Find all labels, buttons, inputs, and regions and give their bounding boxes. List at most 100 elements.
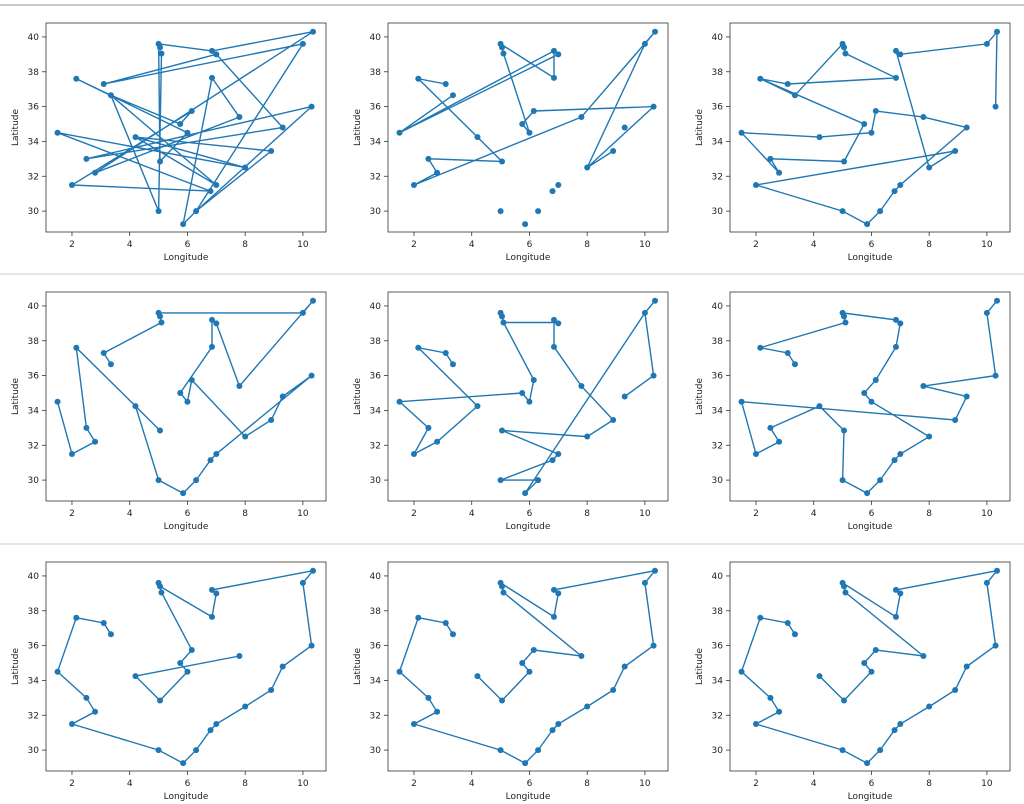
city-marker bbox=[897, 720, 904, 727]
plot-panel-6: 2 4 6 8 10 30 32 34 36 38 40 Longitude Latitude bbox=[695, 291, 1011, 532]
y-axis-label: Latitude bbox=[695, 109, 705, 147]
y-tick-label: 34 bbox=[712, 406, 724, 416]
axes-frame bbox=[387, 291, 669, 502]
city-marker bbox=[415, 75, 422, 82]
y-tick-label: 36 bbox=[28, 103, 40, 113]
city-marker bbox=[841, 44, 848, 51]
x-axis-label: Longitude bbox=[506, 253, 551, 263]
city-marker bbox=[983, 579, 990, 586]
city-marker bbox=[926, 164, 933, 171]
x-tick-label: 6 bbox=[185, 779, 191, 789]
x-axis-label: Longitude bbox=[506, 792, 551, 802]
city-marker bbox=[652, 297, 659, 304]
city-marker bbox=[892, 586, 899, 593]
x-tick-label: 6 bbox=[527, 240, 533, 250]
y-tick-label: 30 bbox=[712, 207, 724, 217]
city-marker bbox=[842, 50, 849, 57]
x-tick-label: 2 bbox=[411, 779, 417, 789]
plot-panel-5: 2 4 6 8 10 30 32 34 36 38 40 Longitude Latitude bbox=[353, 291, 669, 532]
city-marker bbox=[578, 653, 585, 660]
city-marker bbox=[396, 129, 403, 136]
y-tick-label: 38 bbox=[28, 68, 40, 78]
city-marker bbox=[132, 673, 139, 680]
x-tick-label: 10 bbox=[981, 779, 993, 789]
x-tick-label: 4 bbox=[811, 779, 817, 789]
city-marker bbox=[839, 477, 846, 484]
x-tick-label: 8 bbox=[926, 240, 932, 250]
city-marker bbox=[621, 124, 628, 131]
axes-frame bbox=[729, 22, 1011, 233]
x-axis-label: Longitude bbox=[848, 792, 893, 802]
route-line bbox=[740, 569, 999, 765]
city-marker bbox=[177, 390, 184, 397]
city-marker bbox=[992, 372, 999, 379]
city-marker bbox=[784, 349, 791, 356]
city-marker bbox=[555, 450, 562, 457]
city-marker bbox=[584, 164, 591, 171]
city-marker bbox=[892, 316, 899, 323]
city-marker bbox=[641, 579, 648, 586]
route-line bbox=[399, 31, 656, 186]
city-marker bbox=[500, 589, 507, 596]
city-marker bbox=[767, 155, 774, 162]
y-tick-label: 30 bbox=[370, 476, 382, 486]
city-marker bbox=[992, 642, 999, 649]
y-tick-label: 34 bbox=[370, 137, 382, 147]
city-marker bbox=[842, 589, 849, 596]
city-marker bbox=[994, 567, 1001, 574]
city-marker bbox=[578, 114, 585, 121]
city-marker bbox=[499, 583, 506, 590]
y-tick-label: 38 bbox=[370, 68, 382, 78]
top-separator bbox=[0, 4, 1024, 6]
x-tick-label: 10 bbox=[297, 240, 309, 250]
city-marker bbox=[299, 40, 306, 47]
city-marker bbox=[757, 614, 764, 621]
x-tick-label: 10 bbox=[639, 240, 651, 250]
city-marker bbox=[877, 477, 884, 484]
y-tick-label: 38 bbox=[28, 607, 40, 617]
city-marker bbox=[442, 80, 449, 87]
route-line bbox=[57, 31, 315, 227]
city-marker bbox=[784, 619, 791, 626]
city-marker bbox=[752, 720, 759, 727]
x-axis-label: Longitude bbox=[164, 792, 209, 802]
city-marker bbox=[107, 361, 114, 368]
y-tick-label: 38 bbox=[370, 607, 382, 617]
y-tick-label: 30 bbox=[712, 746, 724, 756]
axes-frame bbox=[45, 22, 327, 233]
x-tick-label: 2 bbox=[753, 240, 759, 250]
y-tick-label: 40 bbox=[712, 302, 724, 312]
city-marker bbox=[449, 631, 456, 638]
city-marker bbox=[299, 309, 306, 316]
city-marker bbox=[738, 398, 745, 405]
y-tick-label: 32 bbox=[28, 711, 39, 721]
city-marker bbox=[641, 309, 648, 316]
city-marker bbox=[396, 668, 403, 675]
city-marker bbox=[526, 398, 533, 405]
city-marker bbox=[549, 457, 556, 464]
city-marker bbox=[208, 586, 215, 593]
city-marker bbox=[213, 720, 220, 727]
city-marker bbox=[188, 376, 195, 383]
city-marker bbox=[415, 344, 422, 351]
city-marker bbox=[279, 124, 286, 131]
city-marker bbox=[68, 450, 75, 457]
city-marker bbox=[236, 383, 243, 390]
city-marker bbox=[791, 361, 798, 368]
city-marker bbox=[550, 613, 557, 620]
city-marker bbox=[268, 148, 275, 155]
city-marker bbox=[92, 169, 99, 176]
city-marker bbox=[519, 390, 526, 397]
x-tick-label: 8 bbox=[242, 240, 248, 250]
city-marker bbox=[132, 134, 139, 141]
city-marker bbox=[208, 74, 215, 81]
x-tick-label: 4 bbox=[469, 240, 475, 250]
city-marker bbox=[526, 668, 533, 675]
y-axis-label: Latitude bbox=[695, 378, 705, 416]
city-marker bbox=[784, 80, 791, 87]
city-marker bbox=[994, 297, 1001, 304]
city-marker bbox=[279, 393, 286, 400]
x-tick-label: 10 bbox=[297, 509, 309, 519]
x-tick-label: 6 bbox=[869, 240, 875, 250]
city-marker bbox=[892, 343, 899, 350]
